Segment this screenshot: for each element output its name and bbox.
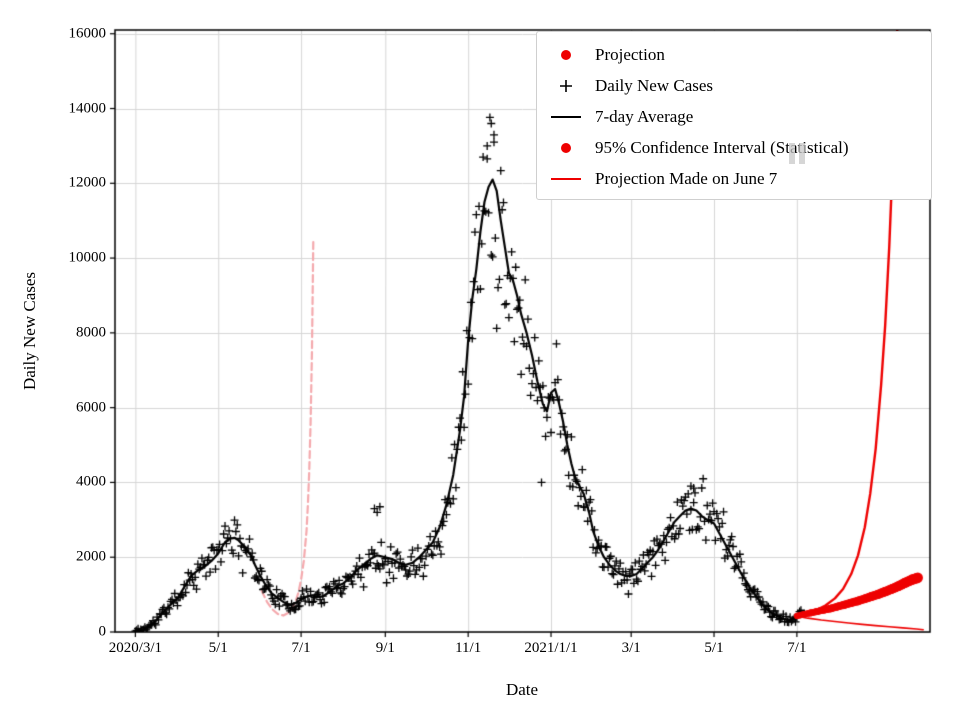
x-tick-label: 2020/3/1 <box>108 640 163 656</box>
pause-bars-icon <box>789 143 805 164</box>
legend-item-0: Projection <box>537 39 931 70</box>
x-tick-label: 5/1 <box>208 640 228 656</box>
black-line-icon <box>537 115 595 118</box>
legend-item-3: 95% Confidence Interval (Statistical) <box>537 132 931 163</box>
red-line-icon <box>537 177 595 180</box>
legend-label: Projection <box>595 45 665 64</box>
legend-label: 95% Confidence Interval (Statistical) <box>595 138 849 157</box>
legend-label: Daily New Cases <box>595 76 714 95</box>
legend-label: Projection Made on June 7 <box>595 169 778 188</box>
x-tick-label: 9/1 <box>375 640 395 656</box>
x-tick-label: 11/1 <box>455 640 482 656</box>
red-dot-icon <box>537 142 595 153</box>
black-plus-icon <box>537 78 595 94</box>
x-tick-label: 7/1 <box>291 640 311 656</box>
y-tick-label: 10000 <box>68 249 107 266</box>
y-tick-label: 16000 <box>68 25 107 42</box>
y-tick-label: 2000 <box>76 548 106 565</box>
legend-item-2: 7-day Average <box>537 101 931 132</box>
legend-item-4: Projection Made on June 7 <box>537 163 931 194</box>
x-tick-label: 5/1 <box>704 640 724 656</box>
chart-legend: Projection Daily New Cases 7-day Average 95… <box>536 31 932 200</box>
y-tick-label: 6000 <box>76 399 106 416</box>
x-tick-label: 3/1 <box>621 640 641 656</box>
x-axis-label: Date <box>505 680 539 699</box>
y-tick-label: 14000 <box>68 100 107 117</box>
legend-item-1: Daily New Cases <box>537 70 931 101</box>
y-tick-label: 4000 <box>76 473 106 490</box>
y-tick-label: 8000 <box>76 324 106 341</box>
x-tick-label: 7/1 <box>787 640 807 656</box>
x-tick-label: 2021/1/1 <box>524 640 578 656</box>
red-dot-icon <box>537 49 595 60</box>
legend-label: 7-day Average <box>595 107 694 126</box>
y-axis-label: Daily New Cases <box>20 271 39 391</box>
y-tick-label: 0 <box>98 623 107 640</box>
y-tick-label: 12000 <box>68 174 107 191</box>
